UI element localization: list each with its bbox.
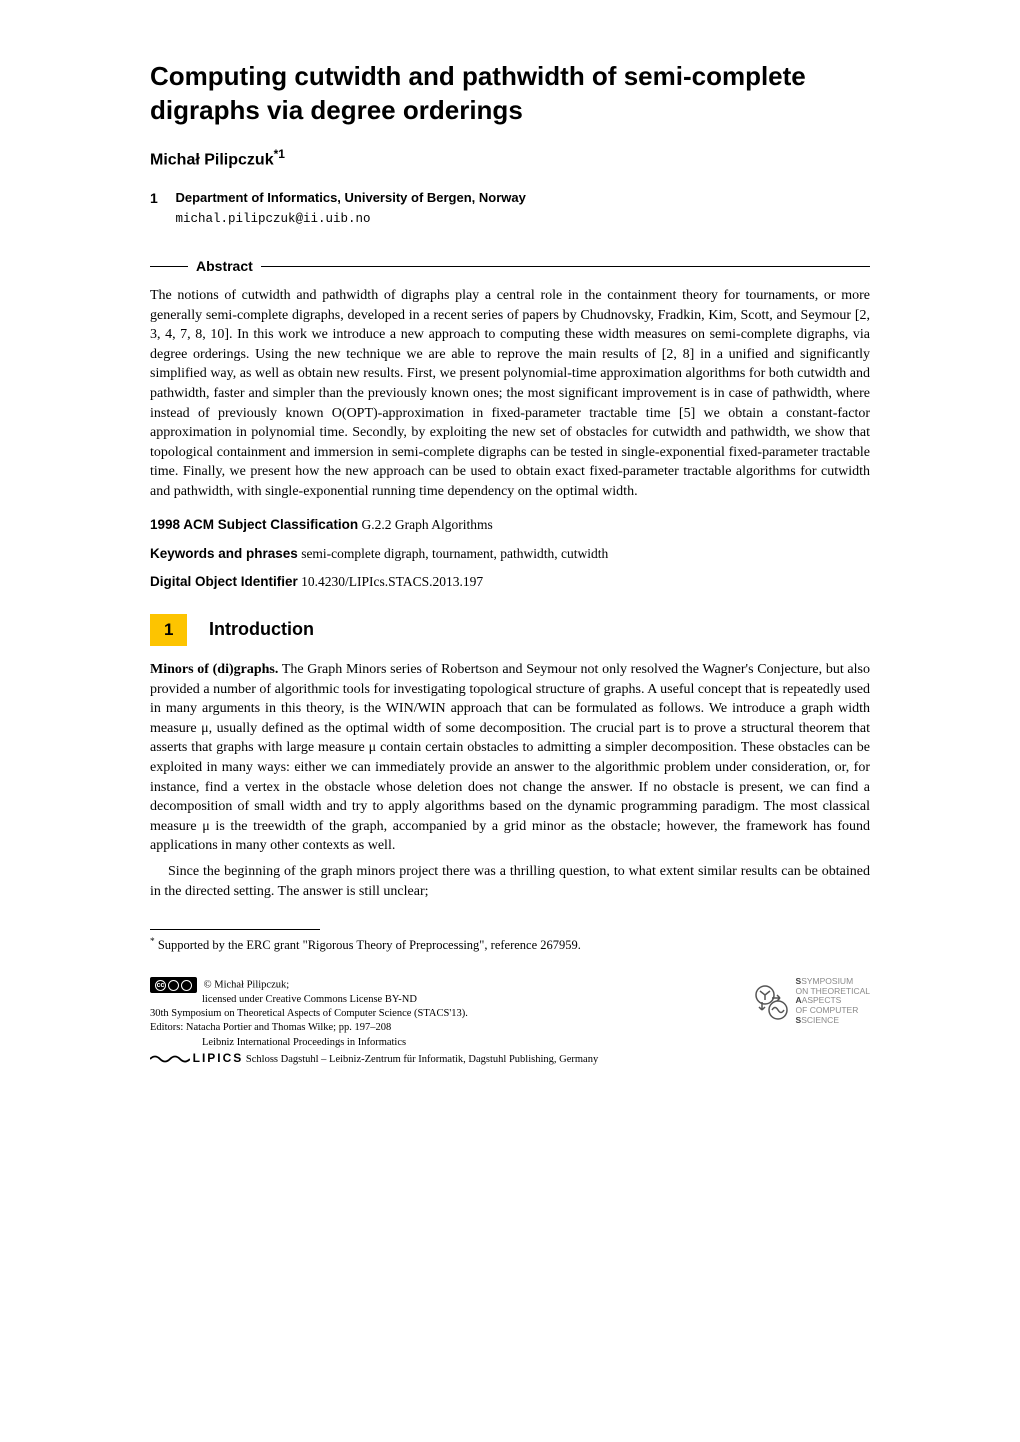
affiliation-block: 1 Department of Informatics, University …	[150, 189, 870, 228]
footnote: * Supported by the ERC grant "Rigorous T…	[150, 936, 870, 955]
author-name: Michał Pilipczuk	[150, 151, 274, 168]
paragraph-1-text: The Graph Minors series of Robertson and…	[150, 662, 870, 853]
schloss-text: Schloss Dagstuhl – Leibniz-Zentrum für I…	[246, 1054, 598, 1065]
lipics-long: Leibniz International Proceedings in Inf…	[202, 1037, 406, 1048]
doi-label: Digital Object Identifier	[150, 574, 298, 589]
footnote-text: Supported by the ERC grant "Rigorous The…	[158, 938, 581, 952]
paper-title: Computing cutwidth and pathwidth of semi…	[150, 60, 870, 128]
page-footer: cc © Michał Pilipczuk; licensed under Cr…	[150, 977, 870, 1067]
paragraph-runin: Minors of (di)graphs.	[150, 662, 278, 677]
lipics-wave-icon	[150, 1053, 190, 1065]
affiliation-dept: Department of Informatics, University of…	[176, 190, 526, 205]
acm-label: 1998 ACM Subject Classification	[150, 517, 358, 532]
acm-classification: 1998 ACM Subject Classification G.2.2 Gr…	[150, 516, 870, 535]
rule-right	[261, 266, 870, 267]
stacs-symbol-icon	[750, 980, 792, 1022]
abstract-label: Abstract	[188, 257, 261, 277]
rule-left	[150, 266, 188, 267]
section-number: 1	[150, 614, 187, 646]
by-circle-icon	[168, 980, 179, 991]
cc-circle-icon: cc	[155, 980, 166, 991]
proceedings-line-1: 30th Symposium on Theoretical Aspects of…	[150, 1008, 468, 1019]
copyright-text: © Michał Pilipczuk;	[204, 979, 290, 990]
affiliation-email: michal.pilipczuk@ii.uib.no	[176, 212, 371, 226]
footer-right: SSYMPOSIUM ON THEORETICAL AASPECTS OF CO…	[750, 977, 870, 1026]
affiliation-number: 1	[150, 189, 172, 209]
keywords-line: Keywords and phrases semi-complete digra…	[150, 545, 870, 564]
footnote-rule	[150, 929, 320, 930]
doi-line: Digital Object Identifier 10.4230/LIPIcs…	[150, 573, 870, 592]
footnote-marker: *	[150, 937, 155, 947]
paragraph-2: Since the beginning of the graph minors …	[150, 862, 870, 901]
acm-value: G.2.2 Graph Algorithms	[361, 517, 492, 532]
section-title: Introduction	[209, 619, 314, 639]
author-line: Michał Pilipczuk*1	[150, 146, 870, 172]
keywords-value: semi-complete digraph, tournament, pathw…	[301, 546, 608, 561]
abstract-text: The notions of cutwidth and pathwidth of…	[150, 286, 870, 502]
lipics-label: LIPICS	[193, 1051, 244, 1065]
license-text: licensed under Creative Commons License …	[202, 994, 417, 1005]
keywords-label: Keywords and phrases	[150, 546, 298, 561]
author-markers: *1	[274, 147, 285, 161]
paragraph-minors: Minors of (di)graphs. The Graph Minors s…	[150, 660, 870, 856]
abstract-header: Abstract	[150, 257, 870, 277]
section-header: 1 Introduction	[150, 614, 870, 646]
stacs-logo: SSYMPOSIUM ON THEORETICAL AASPECTS OF CO…	[750, 977, 870, 1026]
doi-value: 10.4230/LIPIcs.STACS.2013.197	[301, 574, 483, 589]
footer-left: cc © Michał Pilipczuk; licensed under Cr…	[150, 977, 738, 1067]
proceedings-line-2: Editors: Natacha Portier and Thomas Wilk…	[150, 1022, 391, 1033]
cc-badge-icon: cc	[150, 977, 197, 993]
nd-circle-icon	[181, 980, 192, 991]
stacs-text: SSYMPOSIUM ON THEORETICAL AASPECTS OF CO…	[796, 977, 870, 1026]
